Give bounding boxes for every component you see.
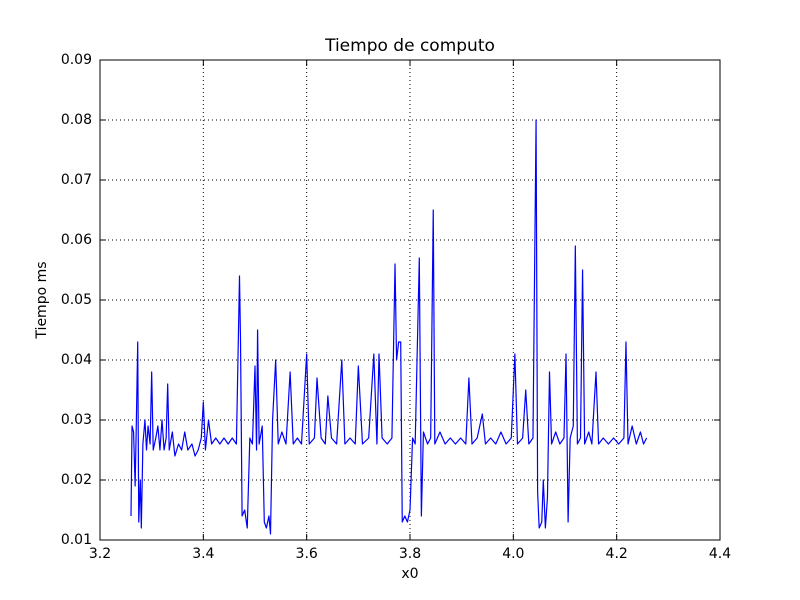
y-tick-label: 0.05 <box>61 292 92 308</box>
y-tick-label: 0.06 <box>61 232 92 248</box>
y-tick-label: 0.02 <box>61 472 92 488</box>
y-tick-label: 0.09 <box>61 52 92 68</box>
x-axis-label: x0 <box>401 566 418 582</box>
y-tick-label: 0.01 <box>61 532 92 548</box>
chart-title: Tiempo de computo <box>324 36 495 56</box>
x-tick-label: 4.2 <box>606 546 628 562</box>
x-tick-label: 3.4 <box>192 546 214 562</box>
x-tick-label: 3.8 <box>399 546 421 562</box>
x-tick-label: 3.2 <box>89 546 111 562</box>
plot-frame <box>99 59 721 541</box>
y-axis-label: Tiempo ms <box>34 261 50 339</box>
x-tick-label: 3.6 <box>296 546 318 562</box>
y-tick-label: 0.03 <box>61 412 92 428</box>
y-tick-label: 0.04 <box>61 352 92 368</box>
x-tick-label: 4.4 <box>709 546 731 562</box>
data-line <box>130 119 648 535</box>
y-tick-label: 0.07 <box>61 172 92 188</box>
x-tick-label: 4.0 <box>502 546 524 562</box>
y-tick-label: 0.08 <box>61 112 92 128</box>
